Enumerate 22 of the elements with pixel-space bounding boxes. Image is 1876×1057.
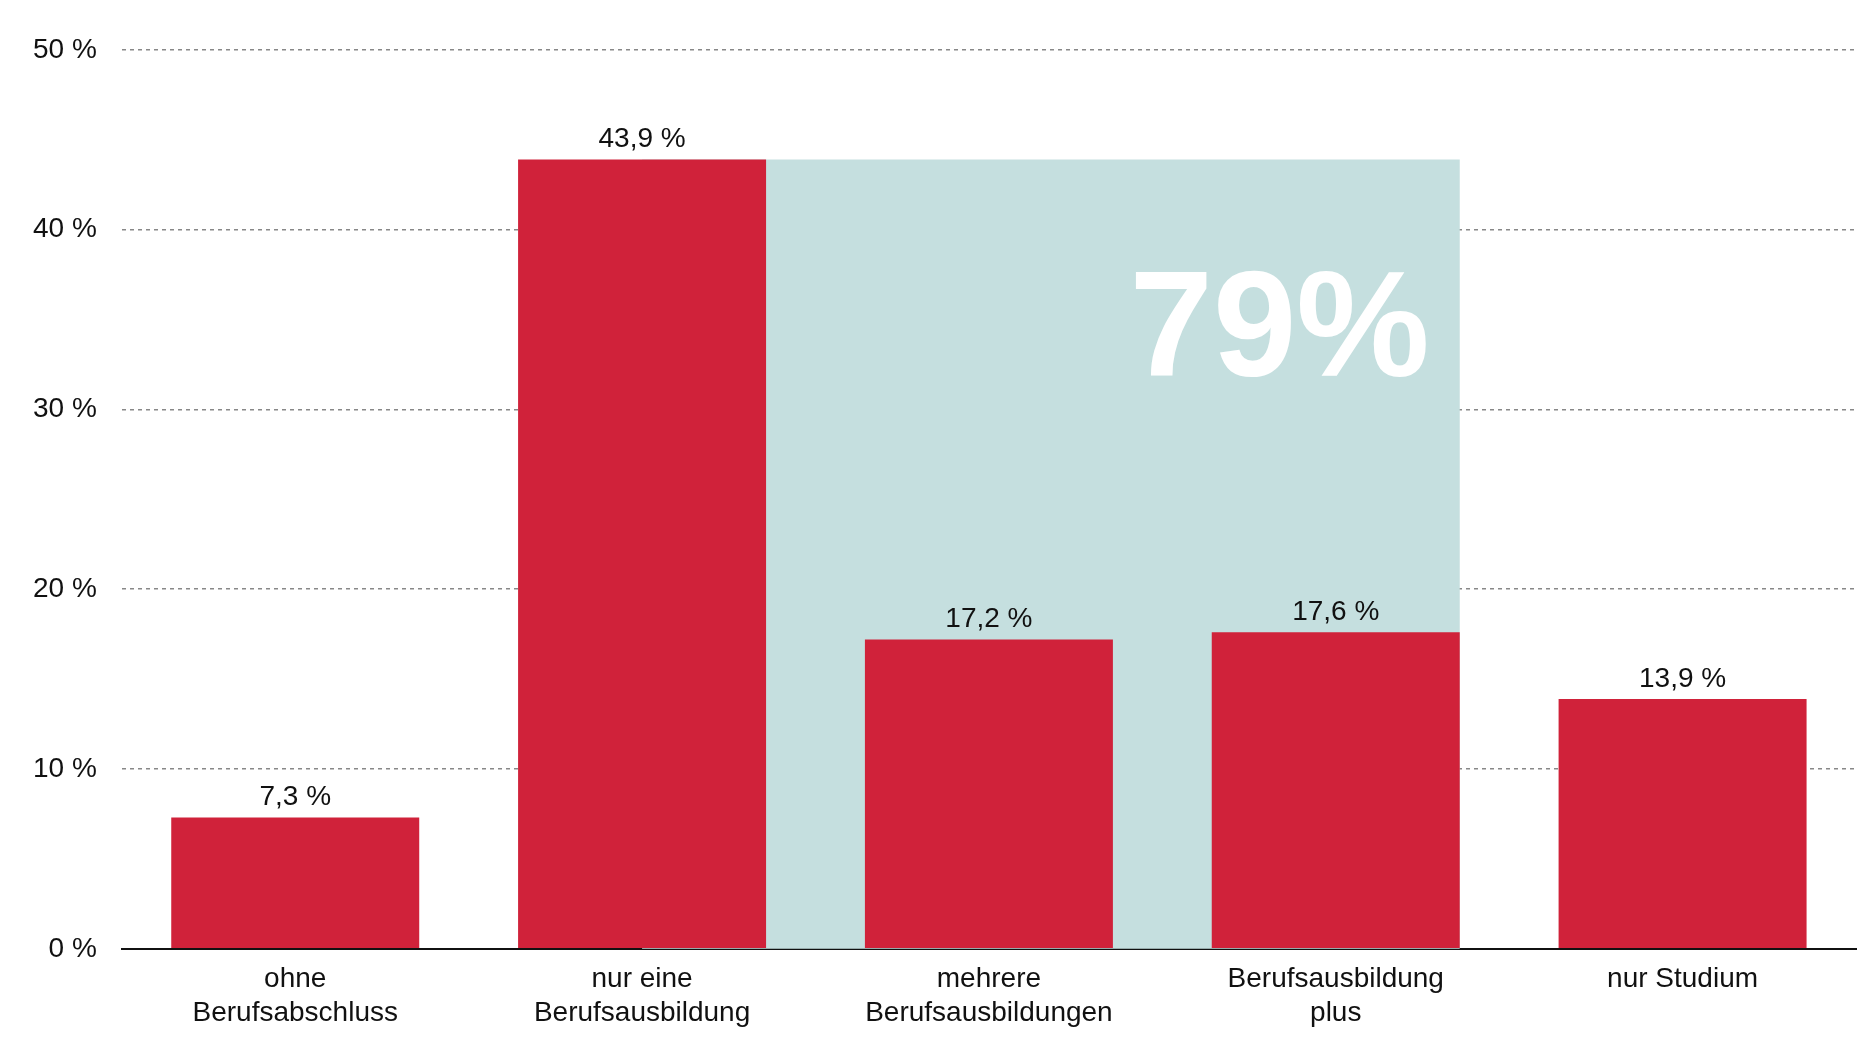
y-tick-label: 0 % [48,931,97,963]
bar [518,159,767,949]
band-label: 79% [1129,239,1430,408]
bar [171,817,420,949]
data-label: 17,2 % [945,602,1033,634]
x-tick-label: nur Studium [1607,962,1759,994]
data-label: 7,3 % [259,780,332,812]
bar [1558,698,1807,949]
x-tick-label: nur eine Berufsausbildung [533,962,751,1027]
bar [1211,632,1460,949]
y-tick-label: 50 % [32,32,97,64]
data-label: 13,9 % [1639,661,1727,693]
y-tick-label: 40 % [32,212,97,244]
x-tick-label: ohne Berufsabschluss [192,962,398,1027]
x-tick-label: mehrere Berufsausbildungen [865,962,1113,1027]
data-label: 17,6 % [1292,595,1380,627]
y-tick-label: 10 % [32,751,97,783]
y-tick-label: 20 % [32,571,97,603]
y-tick-label: 30 % [32,392,97,424]
bar [864,639,1113,949]
data-label: 43,9 % [598,122,686,154]
x-tick-label: Berufsausbildung plus [1227,962,1444,1027]
